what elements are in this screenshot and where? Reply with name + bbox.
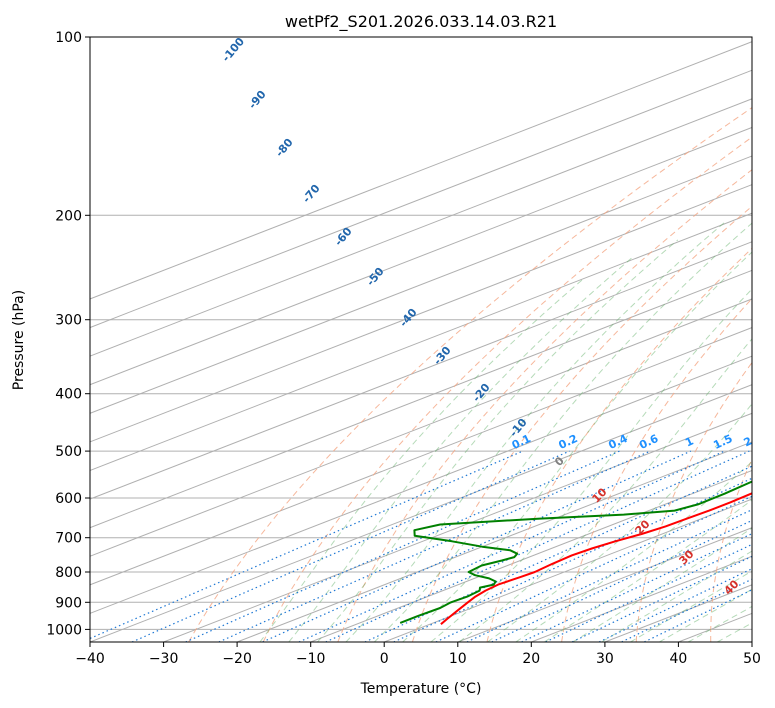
y-tick-label: 800 [55,565,82,581]
isotherm-line [90,326,752,586]
dewpoint-profile [399,480,752,624]
moist-adiabat [402,251,752,642]
mixing-ratio-line [571,555,752,642]
dry-adiabat [262,136,752,642]
isotherm-line [90,69,752,329]
y-axis-ticks: 100 200 300 400 500 600 700 800 900 1000 [46,30,90,638]
isotherm-line [163,412,752,642]
moist-adiabat [317,239,679,642]
dry-adiabat [710,458,752,642]
moist-adiabat [345,221,726,642]
moist-adiabat [373,222,752,642]
x-tick-label: −10 [296,651,326,667]
isotherm-line [90,41,752,300]
isotherm-line [90,241,752,500]
moist-adiabat [288,256,634,642]
mixing-ratio-line [491,519,752,642]
isotherm-line [90,98,752,357]
isotherm-line [90,126,752,386]
moist-adiabat [430,288,752,642]
x-tick-label: 0 [380,651,389,667]
x-tick-label: 40 [669,651,687,667]
moist-adiabat [515,460,752,642]
y-axis-label: Pressure (hPa) [11,290,27,390]
sounding-profiles [399,480,752,625]
moist-adiabat [630,570,752,642]
isotherm-line [310,469,752,642]
mixing-ratio-line [545,543,752,642]
y-tick-label: 900 [55,595,82,611]
mixing-ratio-label: 2 [742,434,754,449]
mixing-ratio-lines [90,450,752,642]
mixing-ratio-line [364,465,752,642]
temperature-profile [440,492,752,625]
mixing-ratio-line [598,568,752,642]
dry-adiabat [486,247,752,642]
mixing-ratio-line [90,450,524,640]
chart-title: wetPf2_S201.2026.033.14.03.R21 [285,12,557,32]
y-tick-label: 300 [55,313,82,329]
isotherm-grid [90,41,752,642]
isotherm-line [384,498,752,642]
dry-adiabat [337,169,752,642]
y-tick-label: 100 [55,30,82,46]
mixing-ratio-line [298,450,725,642]
isotherm-line [90,384,752,642]
mixing-ratio-line [131,450,570,642]
isotherm-line [90,212,752,472]
mixing-ratio-line [325,450,750,642]
plot-frame [89,36,753,643]
isotherm-line [236,441,752,642]
y-tick-label: 400 [55,387,82,403]
y-tick-label: 200 [55,208,82,224]
y-tick-label: 600 [55,491,82,507]
x-tick-label: −20 [222,651,252,667]
x-tick-label: −40 [75,651,105,667]
moist-adiabat [259,277,585,642]
isotherm-line [457,527,752,642]
x-tick-label: 50 [743,651,761,667]
dry-adiabat [635,361,752,642]
x-tick-label: 20 [522,651,540,667]
moist-adiabat [659,588,752,642]
x-axis-label: Temperature (°C) [360,681,482,697]
mixing-ratio-line [621,578,752,642]
isotherm-line [90,355,752,614]
x-tick-label: −30 [149,651,179,667]
mixing-ratio-line [466,509,752,642]
moist-adiabat [601,550,752,642]
x-tick-label: 30 [596,651,614,667]
isotherm-line [90,269,752,529]
y-tick-label: 500 [55,444,82,460]
dry-adiabat [188,106,752,642]
mixing-ratio-line [521,533,752,642]
dry-adiabat [411,205,752,642]
dry-adiabat [561,297,752,642]
isotherm-line [90,184,752,443]
y-tick-label: 1000 [46,622,82,638]
x-axis-ticks: −40 −30 −20 −10 0 10 20 30 40 50 [75,642,761,667]
y-tick-label: 700 [55,531,82,547]
dry-adiabats [188,106,752,642]
isotherm-line [90,155,752,414]
x-tick-label: 10 [449,651,467,667]
mixing-ratio-line [185,450,620,642]
isotherm-line [90,298,752,557]
